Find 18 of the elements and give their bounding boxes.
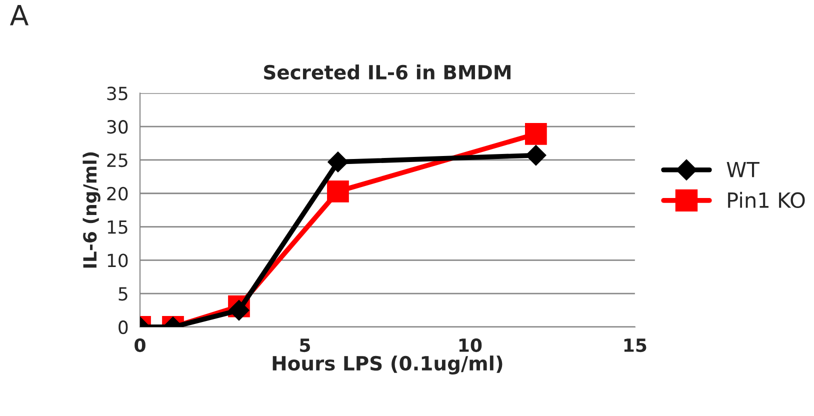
y-axis-title: IL-6 (ng/ml) [82,152,100,268]
y-tick-label: 20 [107,186,128,200]
legend-label: WT [726,162,760,178]
text: A [10,5,29,26]
x-tick-label: 5 [300,338,310,352]
y-tick-label: 10 [108,254,128,268]
y-tick-label: 35 [107,86,128,100]
chart-title: Secreted IL-6 in BMDM [264,64,510,80]
x-tick-label: 0 [134,338,146,352]
x-tick-label: 15 [624,338,646,352]
y-tick-label: 0 [118,320,128,334]
y-tick-label: 25 [107,153,128,168]
y-tick-label: 5 [118,287,128,301]
x-axis-title: Hours LPS (0.1ug/ml) [272,356,502,375]
y-tick-label: 15 [108,220,128,234]
legend-label: Pin1 KO [728,192,805,208]
x-tick-label: 10 [459,338,482,352]
y-tick-label: 30 [107,120,128,134]
